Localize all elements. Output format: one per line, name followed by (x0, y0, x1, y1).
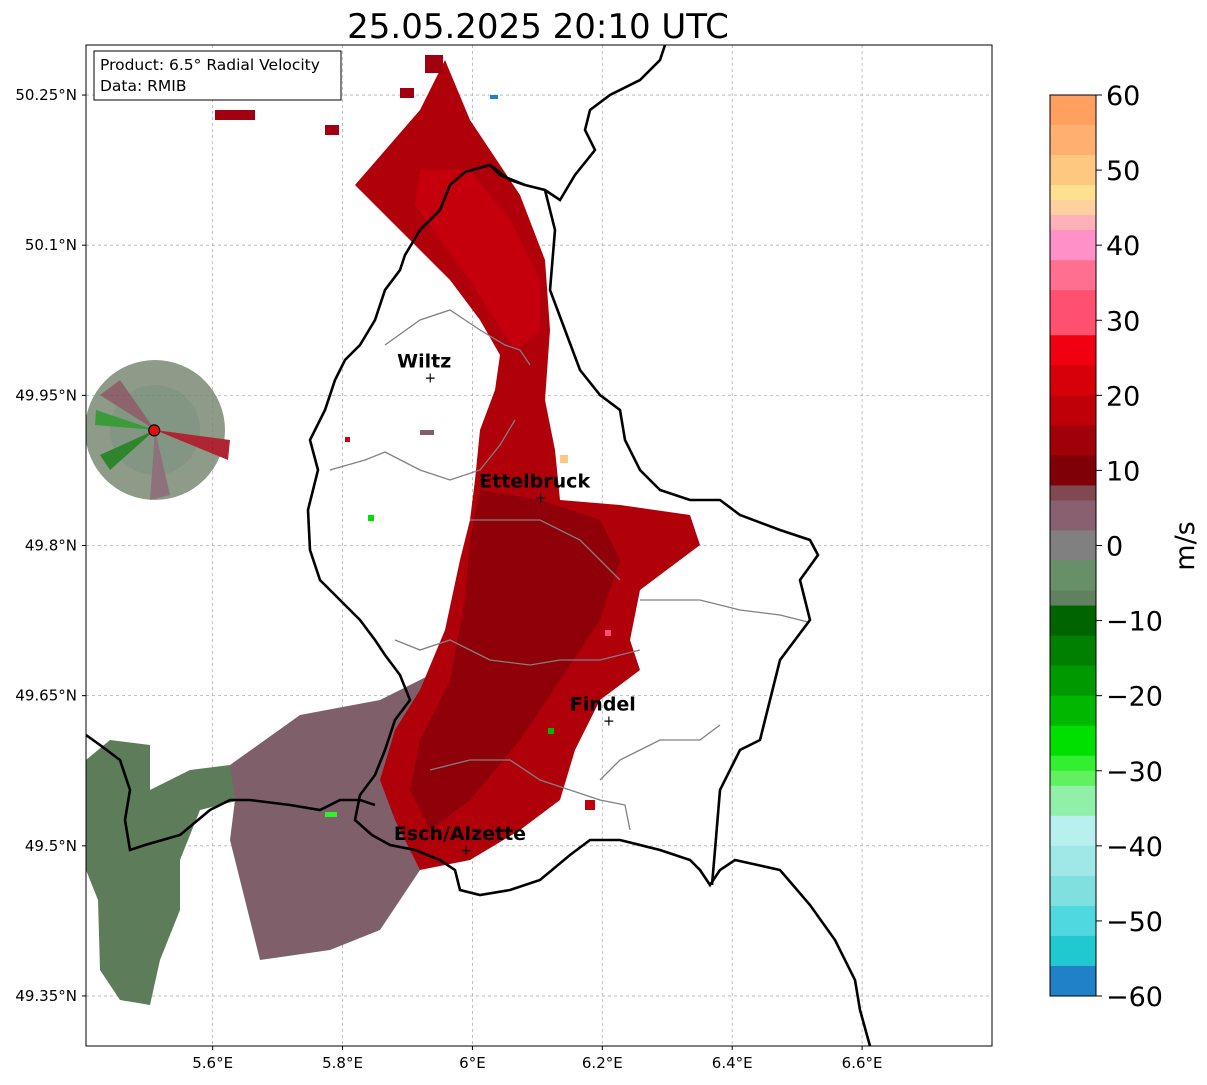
colorbar-tick-label: 20 (1106, 381, 1140, 412)
colorbar-tick-label: 10 (1106, 456, 1140, 487)
y-tick-label: 50.1°N (25, 236, 77, 254)
echo-southwest-green (86, 740, 240, 1005)
colorbar-band (1050, 200, 1096, 216)
country-border (86, 45, 872, 1046)
colorbar-band (1050, 815, 1096, 847)
colorbar-band (1050, 215, 1096, 231)
info-data-source: Data: RMIB (100, 77, 187, 95)
colorbar-band (1050, 125, 1096, 156)
info-product: Product: 6.5° Radial Velocity (100, 56, 320, 74)
echo-main-core (410, 490, 620, 830)
map-panel[interactable]: +Wiltz+Ettelbruck+Findel+Esch/Alzette 5.… (15, 44, 993, 1072)
colorbar-band (1050, 530, 1096, 562)
x-tick-label: 6.2°E (582, 1054, 623, 1072)
city-label: Findel (570, 694, 636, 716)
colorbar-band (1050, 725, 1096, 757)
city-marker-plus: + (424, 370, 436, 386)
y-tick-label: 49.95°N (15, 386, 77, 404)
colorbar-band (1050, 695, 1096, 727)
y-tick-label: 49.35°N (15, 987, 77, 1005)
boundaries (86, 45, 872, 1046)
colorbar-band (1050, 785, 1096, 817)
x-tick-label: 5.8°E (322, 1054, 363, 1072)
city-marker-plus: + (535, 490, 547, 506)
x-tick-label: 6.4°E (712, 1054, 753, 1072)
colorbar-band (1050, 455, 1096, 486)
colorbar-tick-label: 40 (1106, 231, 1140, 262)
velocity-field (86, 55, 700, 1005)
info-box-frame (93, 50, 342, 101)
colorbar-band (1050, 605, 1096, 637)
radar-site-marker (148, 424, 161, 437)
colorbar-tick-label: −20 (1106, 682, 1163, 713)
colorbar-tick-label: −40 (1106, 832, 1163, 863)
colorbar-tick-label: 50 (1106, 156, 1140, 187)
echo-north-bright (415, 170, 540, 350)
colorbar-tick-label: 0 (1106, 532, 1123, 563)
colorbar-band (1050, 560, 1096, 592)
colorbar-tick-label: 30 (1106, 306, 1140, 337)
colorbar-ticks: 60 50 40 30 20 10 0 −10 −20 −30 −40 −50 −60 (1096, 81, 1163, 1013)
colorbar-band (1050, 260, 1096, 291)
colorbar-band (1050, 185, 1096, 201)
colorbar-band (1050, 665, 1096, 697)
colorbar-tick-label: −30 (1106, 757, 1163, 788)
colorbar-band (1050, 635, 1096, 667)
colorbar-band (1050, 365, 1096, 396)
city-markers: +Wiltz+Ettelbruck+Findel+Esch/Alzette (394, 350, 636, 858)
colorbar-tick-label: −10 (1106, 607, 1163, 638)
info-box: Product: 6.5° Radial Velocity Data: RMIB (93, 50, 342, 101)
x-tick-label: 6°E (459, 1054, 486, 1072)
city-label: Ettelbruck (479, 470, 590, 492)
colorbar-band (1050, 290, 1096, 336)
colorbar-band (1050, 395, 1096, 426)
city-marker-plus: + (460, 843, 472, 859)
colorbar-band (1050, 425, 1096, 456)
colorbar-band (1050, 755, 1096, 772)
city-label: Esch/Alzette (394, 823, 526, 845)
colorbar-band (1050, 905, 1096, 937)
x-tick-label: 6.6°E (842, 1054, 883, 1072)
colorbar-band (1050, 485, 1096, 501)
colorbar-band (1050, 965, 1096, 997)
canton-boundaries (329, 309, 809, 831)
colorbar-band (1050, 845, 1096, 877)
y-tick-label: 49.65°N (15, 687, 77, 705)
colorbar-label: m/s (1170, 521, 1201, 570)
city-marker-plus: + (603, 714, 615, 730)
y-axis-ticks: 50.25°N 50.1°N 49.95°N 49.8°N 49.65°N 49.5°N 4… (15, 86, 86, 1005)
colorbar-band (1050, 590, 1096, 607)
echo-main-band (355, 60, 700, 870)
figure-title: 25.05.2025 20:10 UTC (347, 7, 729, 47)
colorbar-band (1050, 935, 1096, 967)
radar-site-dot (148, 424, 161, 437)
colorbar-tick-label: −60 (1106, 982, 1163, 1013)
colorbar-band (1050, 155, 1096, 186)
colorbar-tick-label: −50 (1106, 907, 1163, 938)
colorbar-band (1050, 95, 1096, 126)
x-axis-ticks: 5.6°E 5.8°E 6°E 6.2°E 6.4°E 6.6°E (192, 1046, 883, 1072)
colorbar-band (1050, 770, 1096, 787)
colorbar-band (1050, 500, 1096, 531)
y-tick-label: 50.25°N (15, 86, 77, 104)
y-tick-label: 49.5°N (25, 837, 77, 855)
colorbar-band (1050, 335, 1096, 366)
x-tick-label: 5.6°E (192, 1054, 233, 1072)
colorbar-bands (1050, 95, 1096, 997)
y-tick-label: 49.8°N (25, 537, 77, 555)
colorbar-band (1050, 875, 1096, 907)
colorbar-band (1050, 230, 1096, 261)
colorbar: 60 50 40 30 20 10 0 −10 −20 −30 −40 −50 −60 m/s (1049, 81, 1201, 1013)
colorbar-tick-label: 60 (1106, 81, 1140, 112)
city-label: Wiltz (397, 350, 451, 372)
